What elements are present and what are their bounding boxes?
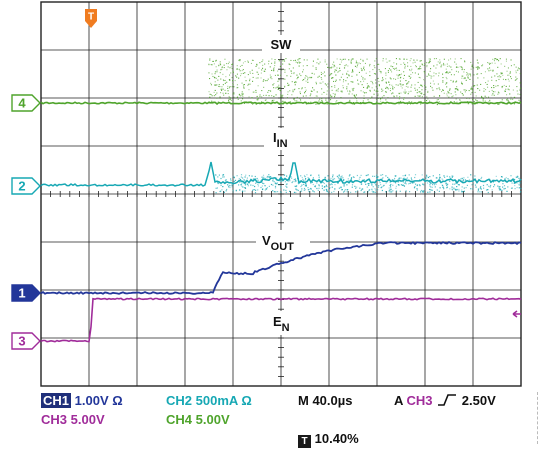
label-sw: SW <box>262 35 300 53</box>
label-vout: VOUT <box>256 230 310 254</box>
channel-marker-label: 4 <box>18 96 26 111</box>
en-label-main: E <box>273 314 282 329</box>
label-en: EN <box>268 311 298 335</box>
channel-marker-label: 3 <box>18 334 25 349</box>
trigger-level: 2.50V <box>461 393 496 408</box>
ch4-name: CH4 <box>166 412 193 427</box>
trigger-pos-icon: T <box>298 435 311 448</box>
vout-label-sub: OUT <box>271 241 295 253</box>
acq-mode: A <box>394 393 403 408</box>
ch3-name: CH3 <box>41 412 68 427</box>
status-timebase: M 40.0µs <box>298 393 352 408</box>
status-trigger: A CH3 2.50V <box>394 393 496 408</box>
trigger-marker-text: T <box>88 12 94 23</box>
ch1-name: CH1 <box>41 393 72 408</box>
ch3-scale: 5.00V <box>70 412 105 427</box>
sw-switching-noise <box>208 58 521 106</box>
svg-text:IIN: IIN <box>273 130 288 150</box>
rising-edge-icon <box>438 394 457 406</box>
trigger-position-marker[interactable]: T <box>85 9 97 28</box>
channel-marker-label: 1 <box>18 286 25 301</box>
trigger-level-arrow[interactable] <box>512 310 521 318</box>
label-iin: IIN <box>264 128 300 150</box>
channel-marker-3[interactable]: 3 <box>11 332 41 350</box>
vout-label-main: V <box>262 233 271 248</box>
trigger-source: CH3 <box>406 393 433 408</box>
ch1-scale: 1.00V Ω <box>74 393 123 408</box>
ch2-iin-waveform <box>40 161 522 187</box>
ch2-name: CH2 <box>166 393 193 408</box>
channel-marker-1[interactable]: 1 <box>11 284 41 302</box>
trigger-position-value: 10.40% <box>314 431 359 446</box>
status-ch3: CH3 5.00V <box>41 412 105 427</box>
status-trigger-position: T 10.40% <box>298 431 359 448</box>
ch4-sw-waveform <box>40 101 522 105</box>
status-ch4: CH4 5.00V <box>166 412 230 427</box>
sw-label-text: SW <box>271 37 293 52</box>
en-label-sub: N <box>282 322 290 334</box>
iin-ripple-noise <box>215 174 522 194</box>
channel-marker-label: 2 <box>18 179 25 194</box>
ch4-scale: 5.00V <box>195 412 230 427</box>
ch3-en-waveform <box>40 297 522 343</box>
svg-text:VOUT: VOUT <box>262 233 294 253</box>
channel-marker-2[interactable]: 2 <box>11 177 41 195</box>
status-ch1: CH1 1.00V Ω <box>41 393 123 408</box>
timebase-value: M 40.0µs <box>298 393 353 408</box>
ch1-vout-waveform <box>40 241 522 295</box>
channel-marker-4[interactable]: 4 <box>11 94 41 112</box>
channel-markers: 4 2 1 3 <box>11 94 41 350</box>
iin-label-sub: IN <box>277 138 288 150</box>
status-ch2: CH2 500mA Ω <box>166 393 252 408</box>
edge-divider <box>537 392 538 444</box>
iin-label-main: I <box>273 130 277 145</box>
ch2-scale: 500mA Ω <box>195 393 252 408</box>
svg-text:EN: EN <box>273 314 290 334</box>
